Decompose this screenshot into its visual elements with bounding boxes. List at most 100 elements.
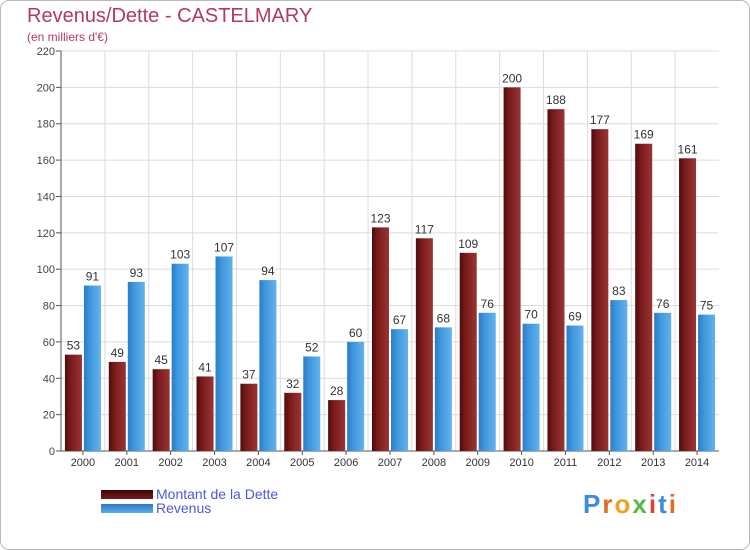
bar-revenue xyxy=(654,312,672,451)
data-label-debt: 169 xyxy=(634,128,654,142)
bar-revenue xyxy=(434,327,452,451)
bar-debt xyxy=(196,376,214,451)
legend-label-debt: Montant de la Dette xyxy=(156,486,279,502)
data-label-revenue: 83 xyxy=(612,284,626,298)
x-tick-label: 2004 xyxy=(246,457,270,469)
bar-debt xyxy=(459,252,477,451)
bar-revenue xyxy=(347,341,365,451)
data-label-debt: 117 xyxy=(415,222,434,236)
legend-swatch-debt xyxy=(101,490,153,499)
y-tick-label: 20 xyxy=(43,410,55,422)
data-label-revenue: 70 xyxy=(524,308,538,322)
y-tick-label: 60 xyxy=(43,337,55,349)
bar-debt xyxy=(64,354,82,451)
y-tick-label: 100 xyxy=(37,264,55,276)
x-tick-label: 2008 xyxy=(422,457,446,469)
bar-debt xyxy=(284,392,302,451)
x-tick-label: 2003 xyxy=(202,457,226,469)
legend-label-revenue: Revenus xyxy=(156,500,212,516)
bar-debt xyxy=(635,143,653,451)
x-tick-label: 2013 xyxy=(641,457,665,469)
data-label-debt: 32 xyxy=(286,377,300,391)
data-label-revenue: 69 xyxy=(568,310,582,324)
data-label-revenue: 75 xyxy=(700,299,714,313)
bar-debt xyxy=(372,227,389,451)
data-label-debt: 123 xyxy=(370,211,390,225)
bar-debt xyxy=(152,369,170,451)
y-tick-label: 120 xyxy=(37,228,55,240)
bar-debt xyxy=(240,383,258,451)
data-label-debt: 161 xyxy=(678,142,698,156)
chart-title: Revenus/Dette - CASTELMARY xyxy=(27,5,313,27)
bar-revenue xyxy=(566,325,584,451)
y-tick-label: 40 xyxy=(43,373,55,385)
data-label-debt: 109 xyxy=(458,237,478,251)
data-label-debt: 28 xyxy=(330,384,344,398)
x-tick-label: 2014 xyxy=(685,457,709,469)
y-tick-label: 80 xyxy=(43,301,55,313)
x-tick-label: 2012 xyxy=(597,457,621,469)
data-label-revenue: 94 xyxy=(261,264,275,278)
x-tick-label: 2006 xyxy=(334,457,358,469)
bar-revenue xyxy=(259,280,277,451)
data-label-revenue: 103 xyxy=(170,248,190,262)
legend-swatch-revenue xyxy=(101,504,153,513)
data-label-revenue: 93 xyxy=(130,266,144,280)
data-label-debt: 49 xyxy=(111,346,125,360)
data-label-revenue: 76 xyxy=(481,297,495,311)
data-labels: 53 91 49 93 45 103 41 107 37 94 32 52 28 60 123 67 117 68… xyxy=(67,71,714,398)
data-label-debt: 45 xyxy=(154,353,168,367)
bar-debt xyxy=(547,109,565,451)
data-label-revenue: 76 xyxy=(656,297,670,311)
y-tick-label: 200 xyxy=(37,82,55,94)
y-tick-label: 220 xyxy=(37,46,55,58)
data-label-revenue: 67 xyxy=(393,313,407,327)
y-tick-label: 0 xyxy=(49,446,55,458)
x-tick-label: 2002 xyxy=(158,457,182,469)
data-label-debt: 200 xyxy=(502,71,522,85)
bar-revenue xyxy=(303,356,321,451)
x-tick-label: 2000 xyxy=(71,457,95,469)
data-label-debt: 53 xyxy=(67,339,81,353)
data-label-debt: 37 xyxy=(242,368,256,382)
data-label-debt: 41 xyxy=(198,360,212,374)
bar-revenue xyxy=(391,329,408,451)
bar-revenue xyxy=(610,300,628,451)
x-tick-label: 2010 xyxy=(509,457,533,469)
data-label-revenue: 107 xyxy=(214,240,234,254)
bar-debt xyxy=(108,361,126,451)
y-tick-label: 160 xyxy=(37,155,55,167)
data-label-revenue: 60 xyxy=(349,326,363,340)
y-tick-label: 140 xyxy=(37,191,55,203)
gridlines xyxy=(61,50,719,451)
y-tick-label: 180 xyxy=(37,119,55,131)
bar-revenue xyxy=(698,314,716,451)
bar-debt xyxy=(679,158,697,452)
proxiti-logo: Proxiti xyxy=(583,489,678,519)
bar-debt xyxy=(591,129,609,451)
bar-revenue xyxy=(127,281,145,451)
x-tick-label: 2011 xyxy=(554,457,578,469)
chart-subtitle: (en milliers d'€) xyxy=(27,30,108,44)
data-label-revenue: 68 xyxy=(437,311,451,325)
bar-revenue xyxy=(83,285,101,451)
x-tick-label: 2005 xyxy=(290,457,314,469)
data-label-revenue: 91 xyxy=(86,270,100,284)
bar-revenue xyxy=(215,256,233,451)
bar-revenue xyxy=(171,263,189,451)
bar-revenue xyxy=(522,323,540,451)
data-label-revenue: 52 xyxy=(305,340,319,354)
bar-debt xyxy=(328,400,346,451)
x-tick-label: 2009 xyxy=(465,457,489,469)
bars xyxy=(64,87,716,452)
bar-revenue xyxy=(478,312,496,451)
bar-debt xyxy=(415,238,433,451)
data-label-debt: 177 xyxy=(590,113,610,127)
axes: 0 20 40 60 80 100 120 140 160 180 200 220 2000 2001 20… xyxy=(37,46,719,469)
x-tick-label: 2007 xyxy=(378,457,402,469)
x-tick-label: 2001 xyxy=(115,457,139,469)
bar-debt xyxy=(503,87,521,451)
data-label-debt: 188 xyxy=(546,93,566,107)
